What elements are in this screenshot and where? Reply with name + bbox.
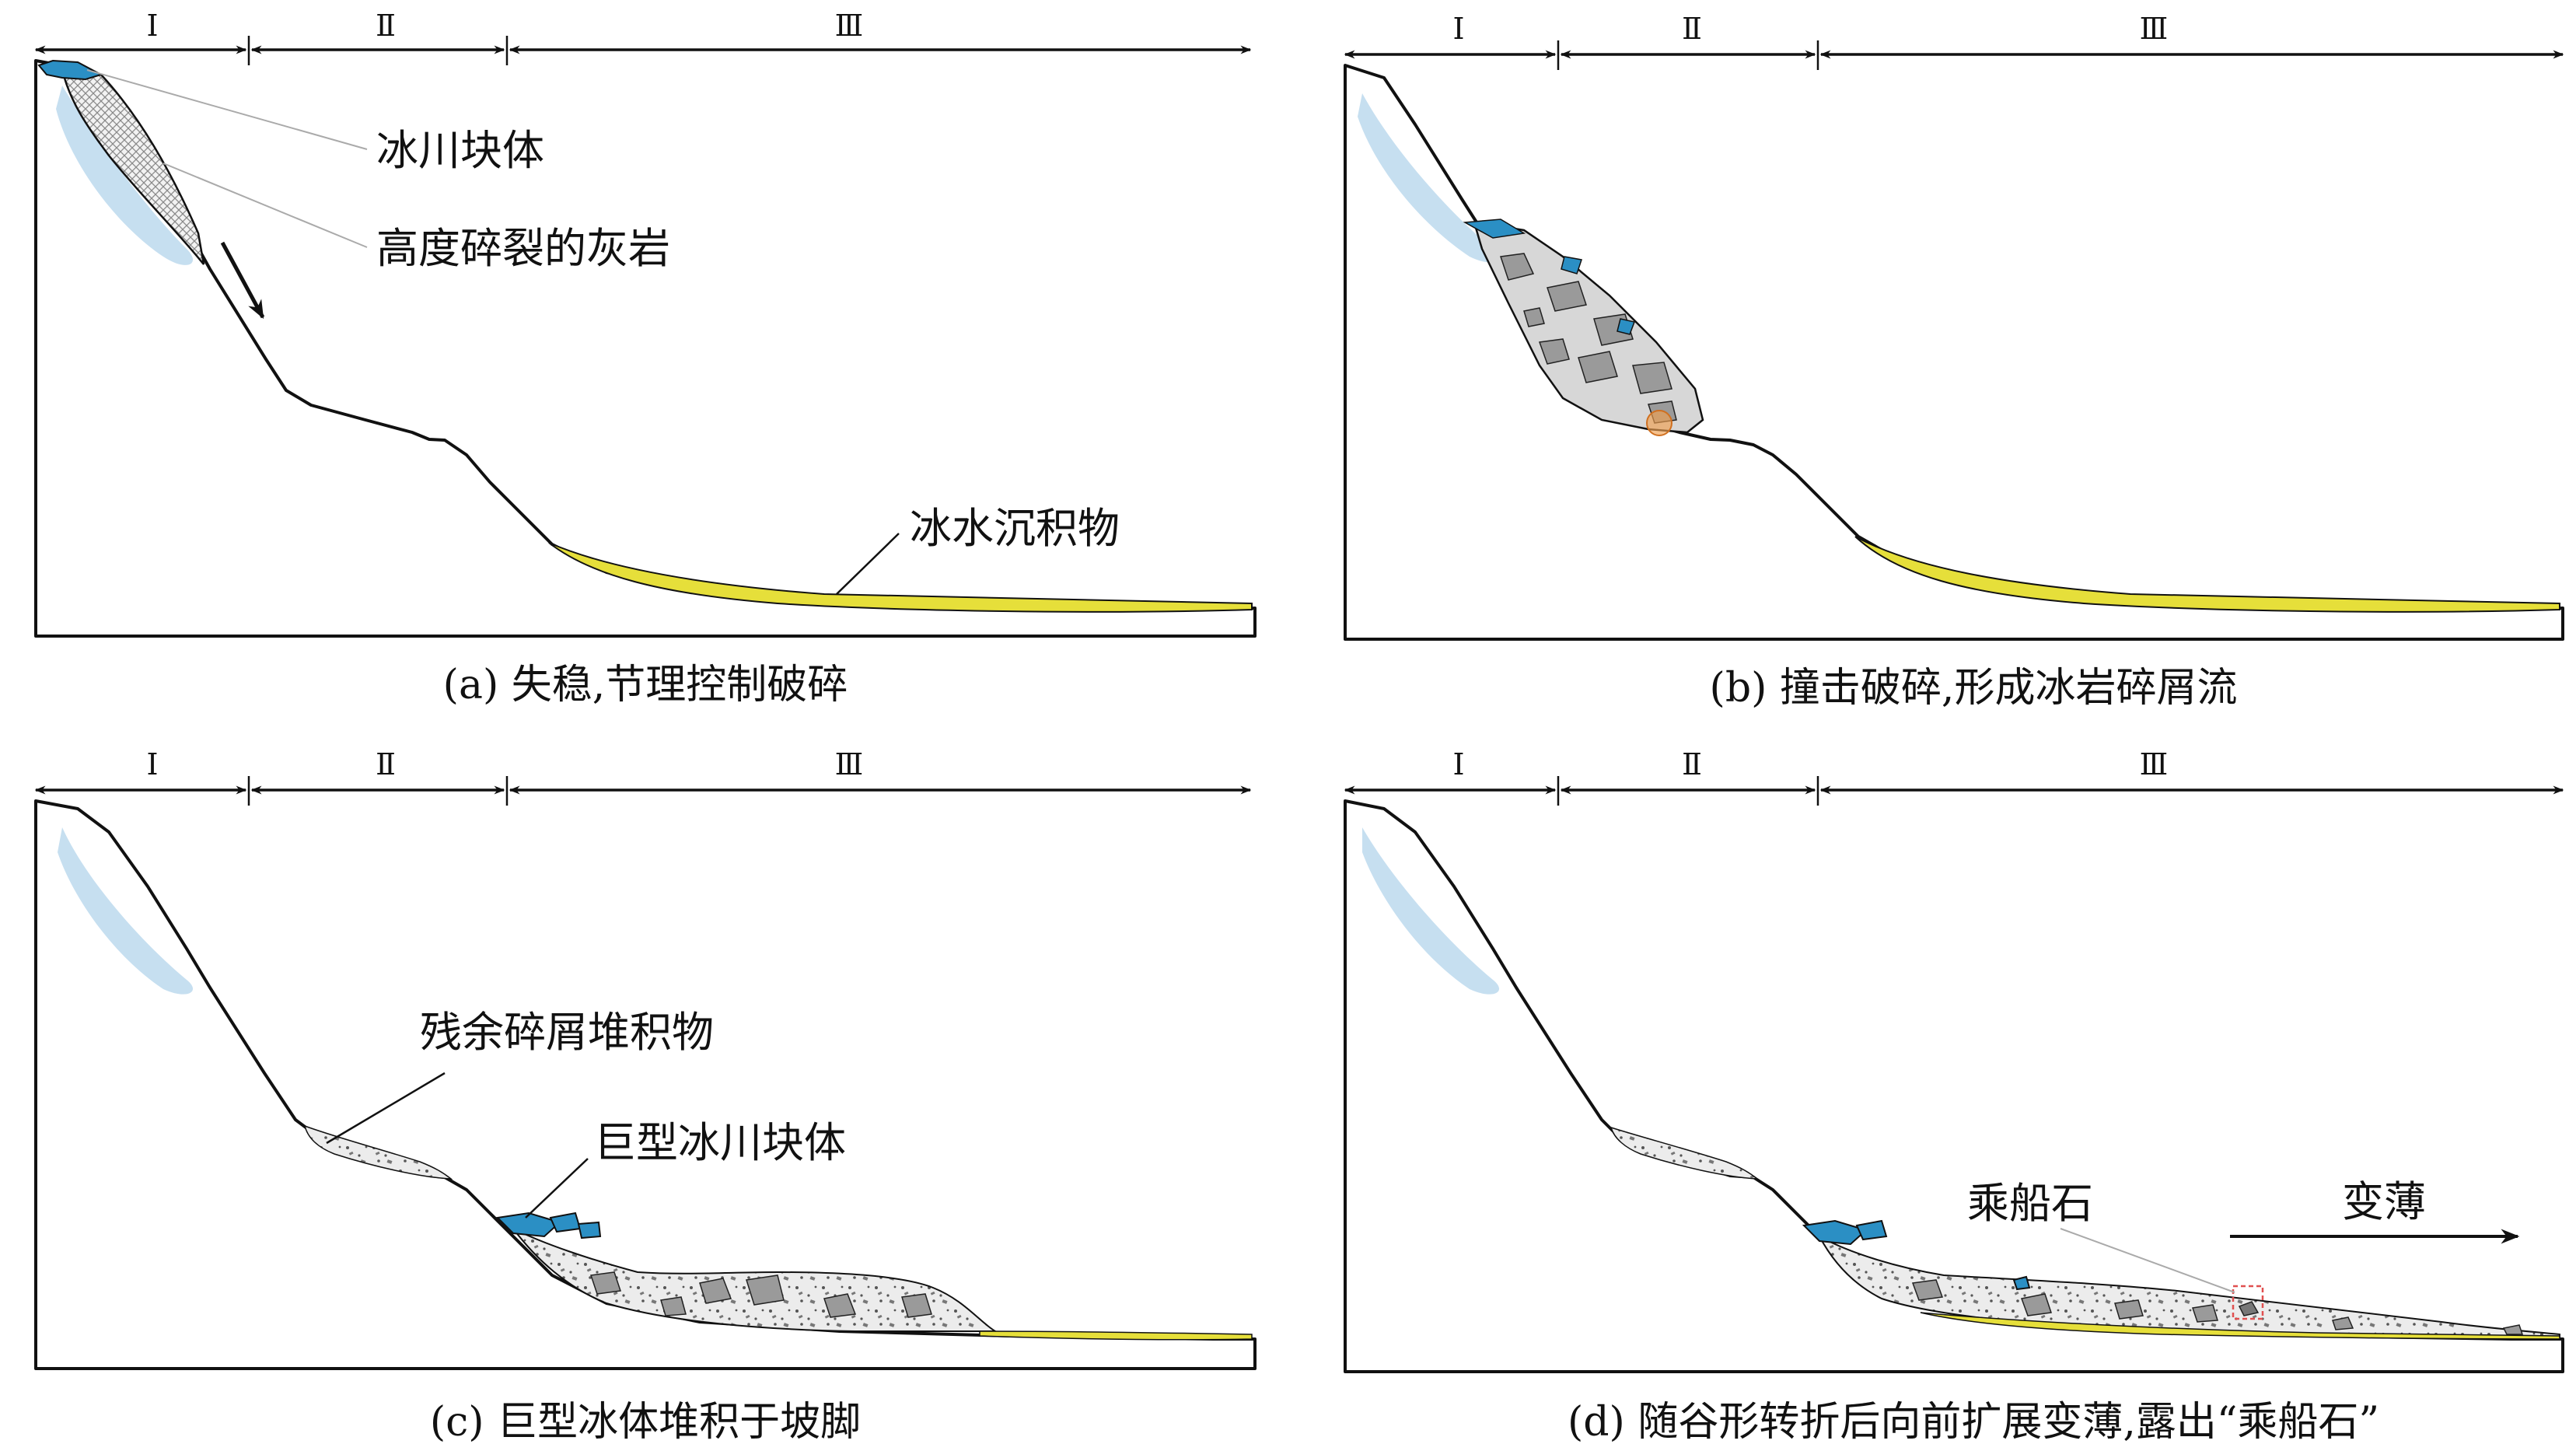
label-residual-debris: 残余碎屑堆积物 xyxy=(420,1008,714,1057)
giant-glacier-block xyxy=(1802,1219,2031,1291)
slide-direction-arrow-icon xyxy=(220,241,265,320)
caption-b: (b) 撞击破碎,形成冰岩碎屑流 xyxy=(1710,665,2238,712)
caption-c: (c) 巨型冰体堆积于坡脚 xyxy=(430,1399,861,1446)
zone-bar: Ⅰ Ⅱ Ⅲ xyxy=(1344,13,2564,70)
zone-3-label: Ⅲ xyxy=(835,10,864,43)
label-glacier-block: 冰川块体 xyxy=(376,126,544,175)
zone-2-label: Ⅱ xyxy=(376,10,396,43)
zone-1-label: Ⅰ xyxy=(146,10,158,43)
giant-glacier-block xyxy=(495,1211,602,1239)
zone-2-label: Ⅱ xyxy=(1682,13,1702,46)
glacier-block xyxy=(37,59,103,81)
zone-1-label: Ⅰ xyxy=(146,749,158,781)
caption-a: (a) 失稳,节理控制破碎 xyxy=(443,662,848,708)
panel-b: Ⅰ Ⅱ Ⅲ (b) 撞击破碎,形成冰岩碎屑流 xyxy=(1344,13,2564,712)
caption-d: (d) 随谷形转折后向前扩展变薄,露出“乘船石” xyxy=(1568,1399,2379,1446)
residual-debris-deposit xyxy=(303,1124,453,1180)
outwash-deposit xyxy=(1854,536,2560,613)
zone-bar: Ⅰ Ⅱ Ⅲ xyxy=(34,10,1252,65)
zone-1-label: Ⅰ xyxy=(1452,749,1464,781)
ice-cover xyxy=(58,827,194,995)
outwash-deposit xyxy=(1920,1312,2560,1340)
rock-fragments xyxy=(1911,1279,2524,1335)
zone-bar: Ⅰ Ⅱ Ⅲ xyxy=(34,749,1252,806)
zone-3-label: Ⅲ xyxy=(2140,13,2169,46)
zone-3-label: Ⅲ xyxy=(835,749,864,781)
panel-c: Ⅰ Ⅱ Ⅲ 残余碎屑堆积物 巨型冰川块体 (c) 巨型冰体堆积于坡脚 xyxy=(34,749,1257,1446)
ice-fragments xyxy=(1463,219,1636,335)
impact-point-marker xyxy=(1646,410,1672,436)
panel-d: Ⅰ Ⅱ Ⅲ 乘船石 变薄 (d) 随谷形转折后向前扩展变薄,露出“乘船石” xyxy=(1344,749,2564,1446)
fractured-limestone-body xyxy=(61,68,205,265)
zone-3-label: Ⅲ xyxy=(2140,749,2169,781)
panel-a: Ⅰ Ⅱ Ⅲ 冰川块体 高度碎裂的灰岩 冰水沉积物 (a) 失稳,节理控制破碎 xyxy=(34,10,1257,708)
label-fractured-limestone: 高度碎裂的灰岩 xyxy=(376,224,670,273)
zone-bar: Ⅰ Ⅱ Ⅲ xyxy=(1344,749,2564,806)
residual-debris-deposit xyxy=(1610,1126,1760,1180)
label-outwash: 冰水沉积物 xyxy=(910,504,1120,553)
zone-2-label: Ⅱ xyxy=(376,749,396,781)
rock-fragments xyxy=(590,1271,932,1318)
outwash-deposit xyxy=(548,542,1253,613)
slope-profile xyxy=(1344,64,2564,641)
label-boat-stone: 乘船石 xyxy=(1967,1179,2093,1228)
label-thinning: 变薄 xyxy=(2342,1177,2426,1226)
ice-cover xyxy=(1362,827,1500,995)
boat-stone xyxy=(2238,1301,2260,1316)
zone-2-label: Ⅱ xyxy=(1682,749,1702,781)
label-giant-glacier-block: 巨型冰川块体 xyxy=(594,1118,846,1167)
outwash-deposit xyxy=(979,1330,1253,1341)
zone-1-label: Ⅰ xyxy=(1452,13,1464,46)
